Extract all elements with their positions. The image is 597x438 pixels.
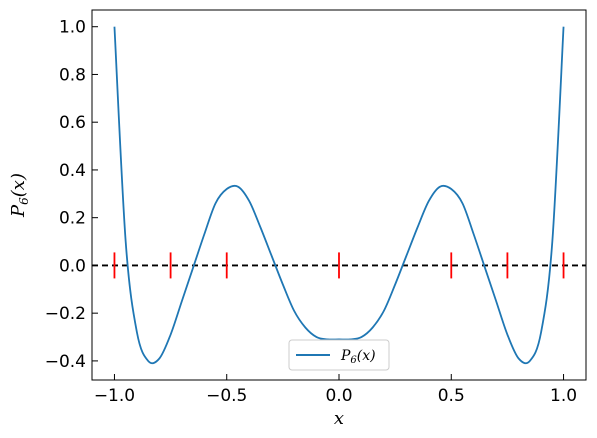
plot-area (92, 26, 586, 365)
legend-box (288, 339, 390, 371)
y-tick-label: 1.0 (59, 18, 86, 38)
legend: P6(x) (288, 339, 390, 371)
x-tick-label: 0.5 (438, 386, 465, 406)
y-tick-label: 0.6 (59, 113, 86, 133)
y-tick-label: −0.4 (45, 352, 86, 372)
y-tick-label: −0.2 (45, 304, 86, 324)
x-axis-label: x (334, 408, 344, 429)
y-tick-label: 0.4 (59, 161, 86, 181)
axis-ticks: −1.0 −0.5 0.0 0.5 1.0 −0.4 −0.2 0.0 0.2 0.4 0.6 0.8… (45, 18, 577, 406)
legend-label: P6(x) (340, 348, 376, 366)
y-tick-label: 0.2 (59, 209, 86, 229)
x-tick-label: 0.0 (325, 386, 352, 406)
plot-frame (91, 9, 587, 381)
y-tick-label: 0.0 (59, 256, 86, 276)
x-tick-label: −1.0 (94, 386, 135, 406)
y-tick-label: 0.8 (59, 65, 86, 85)
x-tick-label: 1.0 (550, 386, 577, 406)
y-axis-label: P6(x) (8, 173, 31, 218)
series-line-0 (113, 26, 565, 365)
x-tick-label: −0.5 (206, 386, 247, 406)
